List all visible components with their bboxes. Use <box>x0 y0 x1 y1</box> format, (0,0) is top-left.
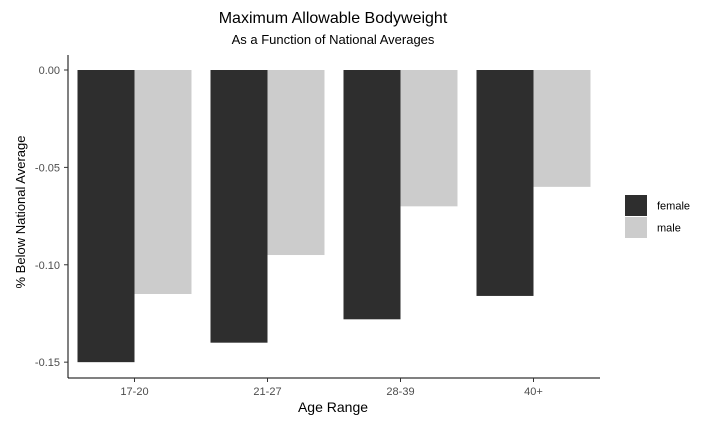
legend-label-male: male <box>657 223 681 235</box>
legend-swatch-male <box>625 217 647 238</box>
chart-title: Maximum Allowable Bodyweight <box>219 10 448 27</box>
bar-female-28-39 <box>343 70 401 320</box>
bar-female-21-27 <box>210 70 268 343</box>
bar-female-17-20 <box>77 70 135 363</box>
y-tick-label: 0.00 <box>39 65 60 77</box>
legend-swatch-female <box>625 195 647 216</box>
bar-male-40+ <box>533 70 591 187</box>
bar-male-21-27 <box>267 70 325 256</box>
x-tick-label: 21-27 <box>253 386 281 398</box>
x-tick-label: 28-39 <box>386 386 414 398</box>
bar-female-40+ <box>476 70 534 296</box>
x-tick-label: 40+ <box>524 386 543 398</box>
y-tick-label: -0.05 <box>35 162 60 174</box>
bar-male-28-39 <box>400 70 458 207</box>
y-tick-label: -0.10 <box>35 260 60 272</box>
y-tick-label: -0.15 <box>35 357 60 369</box>
y-axis-label: % Below National Average <box>13 136 28 289</box>
legend: female male <box>625 195 690 238</box>
x-axis-label: Age Range <box>298 399 368 415</box>
chart-subtitle: As a Function of National Averages <box>232 32 435 47</box>
x-tick-label: 17-20 <box>120 386 148 398</box>
bar-male-17-20 <box>134 70 192 294</box>
plot-area: 0.00 -0.05 -0.10 -0.15 17-20 21-27 28-39 40+ <box>35 55 600 398</box>
legend-label-female: female <box>657 201 690 213</box>
